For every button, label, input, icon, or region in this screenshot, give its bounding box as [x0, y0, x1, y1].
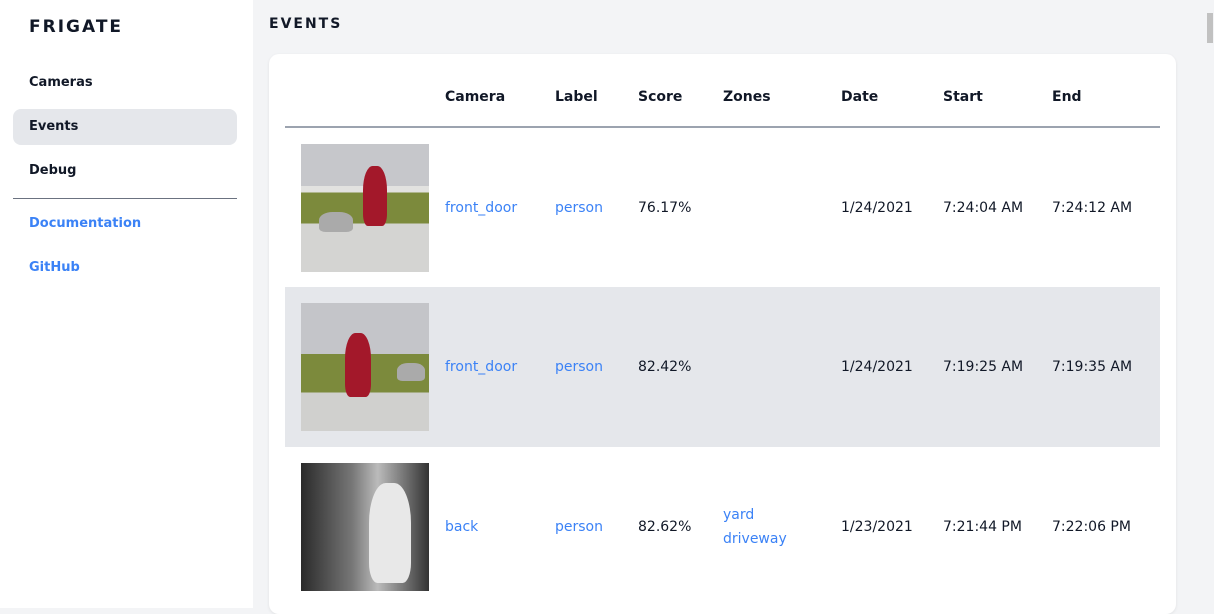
header-thumbnail [285, 54, 445, 128]
label-link[interactable]: person [555, 199, 603, 216]
sidebar-item-events[interactable]: Events [13, 109, 237, 145]
zone[interactable]: yard [723, 507, 755, 523]
date: 1/24/2021 [841, 287, 943, 447]
camera-link[interactable]: back [445, 519, 479, 535]
sidebar: FRIGATE Cameras Events Debug Documentati… [0, 0, 253, 608]
table-row[interactable]: front_door person 76.17% 1/24/2021 7:24:… [285, 127, 1160, 287]
score: 82.42% [638, 287, 723, 447]
header-score: Score [638, 54, 723, 128]
scrollbar[interactable] [1206, 0, 1214, 608]
label-link[interactable]: person [555, 359, 603, 375]
header-date: Date [841, 54, 943, 128]
sidebar-divider [13, 198, 237, 199]
events-table: Camera Label Score Zones Date Start End … [285, 54, 1160, 607]
camera-link[interactable]: front_door [445, 359, 518, 375]
sidebar-item-debug[interactable]: Debug [29, 163, 77, 178]
header-zones: Zones [723, 54, 841, 128]
label-link[interactable]: person [555, 519, 603, 535]
end-time: 7:19:35 AM [1052, 287, 1160, 447]
event-thumbnail[interactable] [301, 463, 429, 591]
score: 82.62% [638, 519, 692, 535]
start-time: 7:21:44 PM [943, 519, 1022, 535]
event-thumbnail[interactable] [301, 303, 429, 431]
brand-logo: FRIGATE [29, 17, 124, 37]
end-time: 7:22:06 PM [1052, 519, 1131, 535]
table-row[interactable]: front_door person 82.42% 1/24/2021 7:19:… [285, 287, 1160, 447]
event-thumbnail[interactable] [301, 143, 429, 272]
header-end: End [1052, 54, 1160, 128]
header-camera: Camera [445, 54, 555, 128]
date: 1/24/2021 [841, 199, 913, 216]
sidebar-item-cameras[interactable]: Cameras [29, 75, 93, 90]
scrollbar-thumb[interactable] [1207, 13, 1213, 43]
table-header: Camera Label Score Zones Date Start End [285, 54, 1160, 128]
date: 1/23/2021 [841, 519, 913, 535]
zone[interactable]: driveway [723, 531, 787, 547]
camera-link[interactable]: front_door [445, 199, 518, 216]
page-title: EVENTS [269, 16, 343, 32]
github-link[interactable]: GitHub [29, 260, 80, 275]
score: 76.17% [638, 199, 692, 216]
start-time: 7:24:04 AM [943, 199, 1024, 216]
end-time: 7:24:12 AM [1052, 199, 1133, 216]
events-card: Camera Label Score Zones Date Start End … [269, 54, 1176, 614]
table-row[interactable]: back person 82.62% yard driveway 1/23/202… [285, 447, 1160, 607]
header-start: Start [943, 54, 1052, 128]
start-time: 7:19:25 AM [943, 287, 1052, 447]
documentation-link[interactable]: Documentation [29, 216, 142, 231]
header-label: Label [555, 54, 638, 128]
